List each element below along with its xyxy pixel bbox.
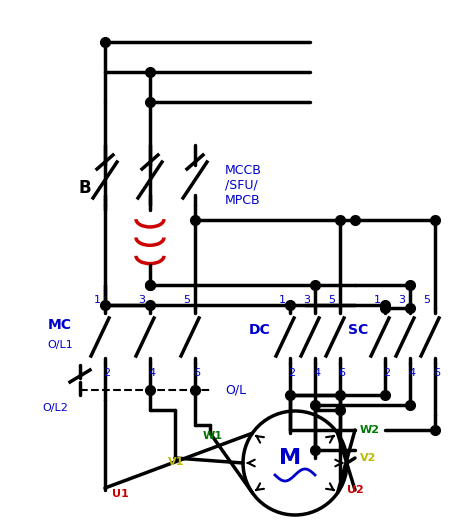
Text: DC: DC — [249, 323, 271, 337]
Text: 6: 6 — [434, 368, 440, 378]
Text: 4: 4 — [313, 368, 320, 378]
Text: 6: 6 — [338, 368, 346, 378]
Text: 5: 5 — [423, 295, 430, 305]
Text: 3: 3 — [303, 295, 310, 305]
Text: O/L1: O/L1 — [47, 340, 73, 350]
Text: 2: 2 — [383, 368, 391, 378]
Text: 2: 2 — [103, 368, 110, 378]
Text: W1: W1 — [203, 431, 223, 441]
Text: 4: 4 — [409, 368, 416, 378]
Text: V2: V2 — [360, 453, 376, 463]
Text: U1: U1 — [111, 489, 128, 499]
Text: U2: U2 — [346, 485, 364, 495]
Text: 4: 4 — [148, 368, 155, 378]
Text: O/L2: O/L2 — [42, 403, 68, 413]
Text: 5: 5 — [183, 295, 191, 305]
Text: 3: 3 — [138, 295, 146, 305]
Text: W2: W2 — [360, 425, 380, 435]
Text: 1: 1 — [279, 295, 285, 305]
Text: MC: MC — [48, 318, 72, 332]
Text: 1: 1 — [93, 295, 100, 305]
Text: 6: 6 — [193, 368, 201, 378]
Text: 1: 1 — [374, 295, 381, 305]
Text: MCCB
/SFU/
MPCB: MCCB /SFU/ MPCB — [225, 164, 262, 207]
Text: O/L: O/L — [225, 383, 246, 397]
Text: 2: 2 — [289, 368, 296, 378]
Text: SC: SC — [348, 323, 368, 337]
Text: 5: 5 — [328, 295, 336, 305]
Text: V1: V1 — [168, 457, 184, 467]
Text: M: M — [279, 448, 301, 468]
Text: 3: 3 — [399, 295, 405, 305]
Text: B: B — [79, 179, 91, 197]
